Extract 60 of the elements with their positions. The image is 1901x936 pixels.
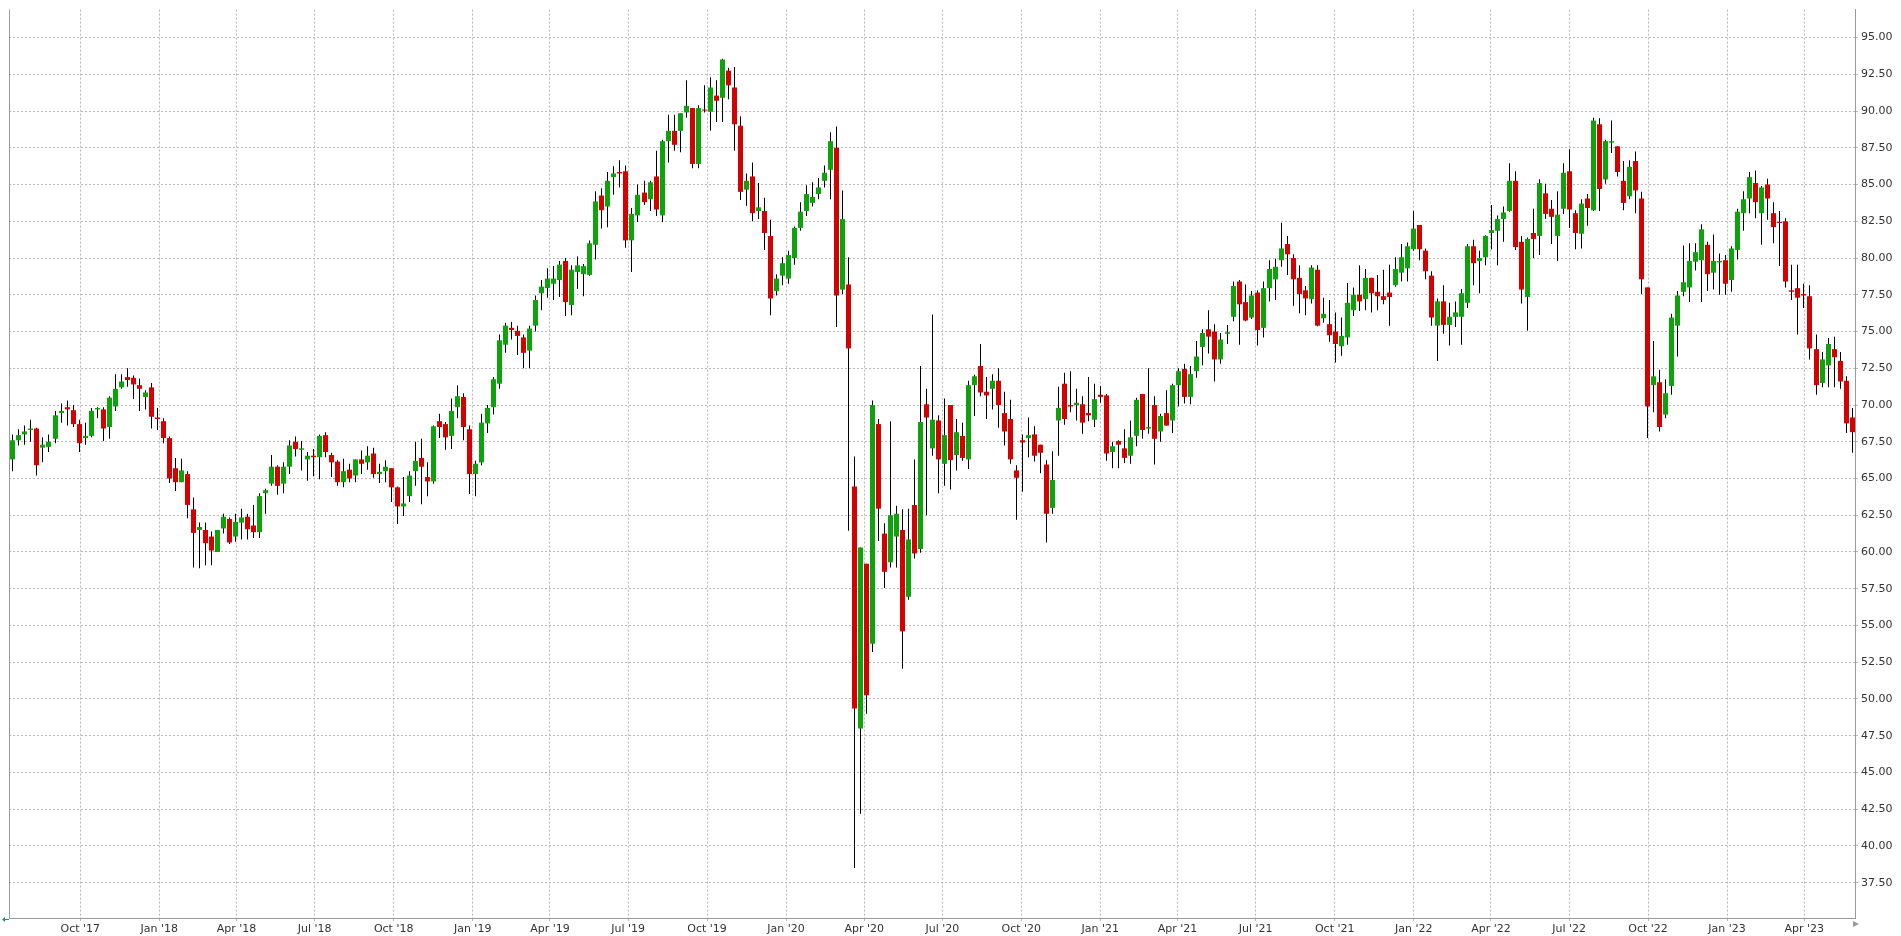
x-tick-label: Jul '22 [1551,922,1586,936]
y-tick-label: 72.50 [1861,361,1893,375]
x-tick-label: Jul '19 [610,922,645,936]
x-tick-label: Apr '22 [1471,922,1511,936]
x-tick-label: Apr '20 [844,922,884,936]
x-tick-label: Jan '21 [1080,922,1120,936]
y-tick-label: 57.50 [1861,581,1893,595]
candlestick [1074,388,1079,421]
candlestick [1020,434,1025,492]
y-tick-label: 45.00 [1861,765,1893,779]
y-tick-label: 90.00 [1861,103,1893,117]
y-tick-label: 62.50 [1861,508,1893,522]
y-tick-label: 70.00 [1861,397,1893,411]
y-tick-label: 87.50 [1861,140,1893,154]
y-tick-label: 65.00 [1861,471,1893,485]
x-tick-label: Apr '23 [1784,922,1825,936]
y-tick-label: 85.00 [1861,177,1893,191]
x-tick-label: Jul '20 [924,922,960,936]
x-tick-label: Oct '21 [1314,922,1355,936]
candlestick [83,422,88,445]
x-tick-label: Oct '22 [1628,922,1668,936]
x-tick-label: Oct '20 [1001,922,1042,936]
y-tick-label: 47.50 [1861,728,1893,742]
candlestick [197,522,202,569]
candlestick [702,85,707,113]
y-tick-label: 42.50 [1861,802,1893,816]
y-tick-label: 52.50 [1861,655,1893,669]
candlestick [155,407,160,430]
y-tick-label: 92.50 [1861,67,1893,81]
x-tick-label: Apr '18 [216,922,257,936]
y-tick-label: 50.00 [1861,691,1893,705]
y-tick-label: 67.50 [1861,434,1893,448]
y-tick-label: 77.50 [1861,287,1893,301]
y-tick-label: 80.00 [1861,250,1893,264]
y-tick-label: 82.50 [1861,214,1893,228]
x-tick-label: Oct '17 [60,922,101,936]
candlestick [1026,417,1031,458]
candlestick [299,441,304,471]
x-tick-label: Jul '18 [296,922,332,936]
y-tick-label: 40.00 [1861,838,1893,852]
y-tick-label: 75.00 [1861,324,1893,338]
x-tick-label: Jan '18 [139,922,178,936]
x-tick-label: Oct '19 [687,922,727,936]
x-tick-label: Oct '18 [373,922,414,936]
x-tick-label: Apr '19 [530,922,570,936]
x-tick-label: Jan '19 [452,922,492,936]
candlestick [924,388,929,516]
x-tick-label: Jan '22 [1393,922,1433,936]
x-tick-label: Jan '23 [1707,922,1746,936]
x-tick-label: Jan '20 [766,922,805,936]
y-tick-label: 95.00 [1861,30,1893,44]
x-tick-label: Jul '21 [1237,922,1273,936]
candlestick [65,400,70,426]
x-tick-label: Apr '21 [1157,922,1198,936]
candlestick [1146,368,1151,434]
y-tick-label: 55.00 [1861,618,1893,632]
candlestick [401,477,406,516]
y-tick-label: 60.00 [1861,544,1893,558]
y-tick-label: 37.50 [1861,875,1893,889]
candlestick [1477,250,1482,294]
